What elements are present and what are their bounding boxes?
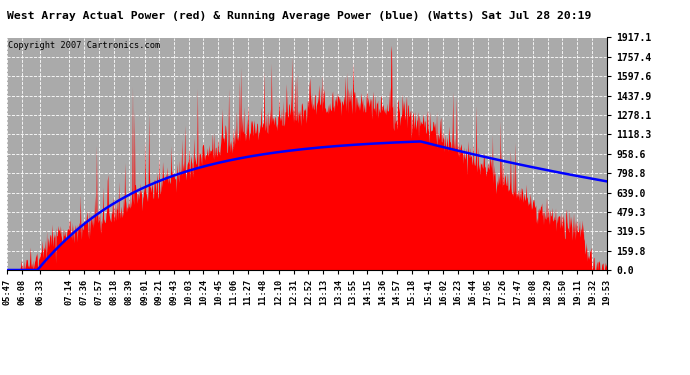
Text: West Array Actual Power (red) & Running Average Power (blue) (Watts) Sat Jul 28 : West Array Actual Power (red) & Running … [7, 11, 591, 21]
Text: Copyright 2007 Cartronics.com: Copyright 2007 Cartronics.com [8, 41, 160, 50]
